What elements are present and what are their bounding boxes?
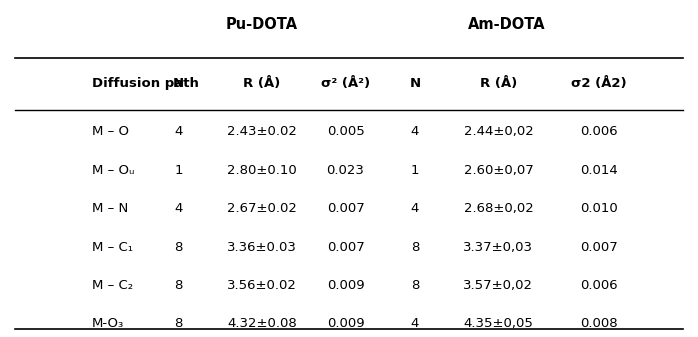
Text: 2.43±0.02: 2.43±0.02 [227, 125, 297, 138]
Text: 4: 4 [411, 202, 419, 215]
Text: 8: 8 [174, 317, 183, 330]
Text: Am-DOTA: Am-DOTA [468, 17, 546, 32]
Text: 1: 1 [174, 164, 183, 177]
Text: 0.009: 0.009 [327, 317, 364, 330]
Text: 4: 4 [411, 317, 419, 330]
Text: 8: 8 [174, 279, 183, 292]
Text: Diffusion path: Diffusion path [91, 77, 199, 90]
Text: 0.006: 0.006 [581, 125, 618, 138]
Text: 8: 8 [411, 279, 419, 292]
Text: M – N: M – N [91, 202, 128, 215]
Text: 0.007: 0.007 [327, 241, 364, 253]
Text: R (Å): R (Å) [244, 77, 281, 90]
Text: Pu-DOTA: Pu-DOTA [226, 17, 298, 32]
Text: 0.006: 0.006 [581, 279, 618, 292]
Text: 4: 4 [174, 202, 183, 215]
Text: M – C₁: M – C₁ [91, 241, 133, 253]
Text: M – Oᵤ: M – Oᵤ [91, 164, 134, 177]
Text: 3.36±0.03: 3.36±0.03 [227, 241, 297, 253]
Text: 2.60±0,07: 2.60±0,07 [463, 164, 533, 177]
Text: 2.80±0.10: 2.80±0.10 [228, 164, 297, 177]
Text: M-O₃: M-O₃ [91, 317, 124, 330]
Text: 4: 4 [411, 125, 419, 138]
Text: 0.009: 0.009 [327, 279, 364, 292]
Text: 0.007: 0.007 [581, 241, 618, 253]
Text: σ² (Å²): σ² (Å²) [321, 77, 370, 90]
Text: 2.68±0,02: 2.68±0,02 [463, 202, 533, 215]
Text: 2.44±0,02: 2.44±0,02 [463, 125, 533, 138]
Text: 0.008: 0.008 [581, 317, 618, 330]
Text: N: N [410, 77, 421, 90]
Text: 3.56±0.02: 3.56±0.02 [227, 279, 297, 292]
Text: 4: 4 [174, 125, 183, 138]
Text: 0.007: 0.007 [327, 202, 364, 215]
Text: R (Å): R (Å) [480, 77, 517, 90]
Text: M – C₂: M – C₂ [91, 279, 133, 292]
Text: 8: 8 [411, 241, 419, 253]
Text: 2.67±0.02: 2.67±0.02 [227, 202, 297, 215]
Text: 3.57±0,02: 3.57±0,02 [463, 279, 533, 292]
Text: 8: 8 [174, 241, 183, 253]
Text: N: N [173, 77, 184, 90]
Text: 4.32±0.08: 4.32±0.08 [228, 317, 297, 330]
Text: 0.010: 0.010 [581, 202, 618, 215]
Text: 0.023: 0.023 [327, 164, 364, 177]
Text: 1: 1 [411, 164, 419, 177]
Text: 4.35±0,05: 4.35±0,05 [463, 317, 533, 330]
Text: σ2 (Å2): σ2 (Å2) [572, 77, 627, 90]
Text: 3.37±0,03: 3.37±0,03 [463, 241, 533, 253]
Text: 0.014: 0.014 [581, 164, 618, 177]
Text: 0.005: 0.005 [327, 125, 364, 138]
Text: M – O: M – O [91, 125, 128, 138]
